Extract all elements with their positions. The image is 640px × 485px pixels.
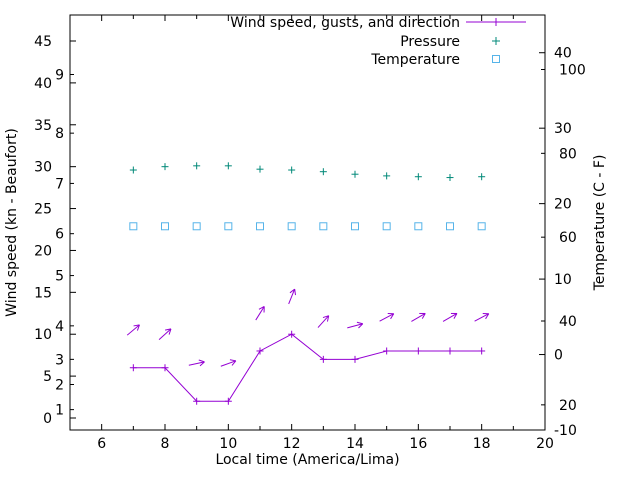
kn-tick-label: 20 <box>34 243 52 259</box>
beaufort-tick-label: 9 <box>55 68 64 84</box>
celsius-tick-label: 40 <box>554 46 572 62</box>
fahrenheit-tick-label: 40 <box>559 314 577 330</box>
celsius-tick-label: -10 <box>554 423 577 439</box>
beaufort-tick-label: 8 <box>55 126 64 142</box>
y-left-axis-title: Wind speed (kn - Beaufort) <box>4 128 20 317</box>
x-tick-label: 8 <box>161 436 170 452</box>
fahrenheit-tick-label: 20 <box>559 398 577 414</box>
kn-tick-label: 0 <box>43 411 52 427</box>
beaufort-tick-label: 3 <box>55 352 64 368</box>
fahrenheit-tick-label: 80 <box>559 146 577 162</box>
kn-tick-label: 10 <box>34 327 52 343</box>
beaufort-tick-label: 1 <box>55 403 64 419</box>
kn-tick-label: 45 <box>34 34 52 50</box>
kn-tick-label: 5 <box>43 369 52 385</box>
legend-label: Temperature <box>370 52 460 68</box>
celsius-tick-label: 20 <box>554 197 572 213</box>
kn-tick-label: 25 <box>34 202 52 218</box>
x-axis-title: Local time (America/Lima) <box>215 452 399 468</box>
kn-tick-label: 30 <box>34 160 52 176</box>
kn-tick-label: 35 <box>34 118 52 134</box>
x-tick-label: 6 <box>97 436 106 452</box>
x-tick-label: 12 <box>283 436 301 452</box>
beaufort-tick-label: 6 <box>55 227 64 243</box>
legend-label: Pressure <box>400 34 460 50</box>
x-tick-label: 20 <box>536 436 554 452</box>
kn-tick-label: 40 <box>34 76 52 92</box>
beaufort-tick-label: 2 <box>55 377 64 393</box>
celsius-tick-label: 30 <box>554 121 572 137</box>
fahrenheit-tick-label: 60 <box>559 230 577 246</box>
x-tick-label: 16 <box>409 436 427 452</box>
legend-label: Wind speed, gusts, and direction <box>230 15 460 31</box>
celsius-tick-label: 0 <box>554 348 563 364</box>
celsius-tick-label: 10 <box>554 272 572 288</box>
kn-tick-label: 15 <box>34 285 52 301</box>
fahrenheit-tick-label: 100 <box>559 62 586 78</box>
x-tick-label: 14 <box>346 436 364 452</box>
x-tick-label: 18 <box>473 436 491 452</box>
beaufort-tick-label: 5 <box>55 269 64 285</box>
beaufort-tick-label: 7 <box>55 176 64 192</box>
beaufort-tick-label: 4 <box>55 319 64 335</box>
x-tick-label: 10 <box>219 436 237 452</box>
y-right-axis-title: Temperature (C - F) <box>592 155 608 292</box>
